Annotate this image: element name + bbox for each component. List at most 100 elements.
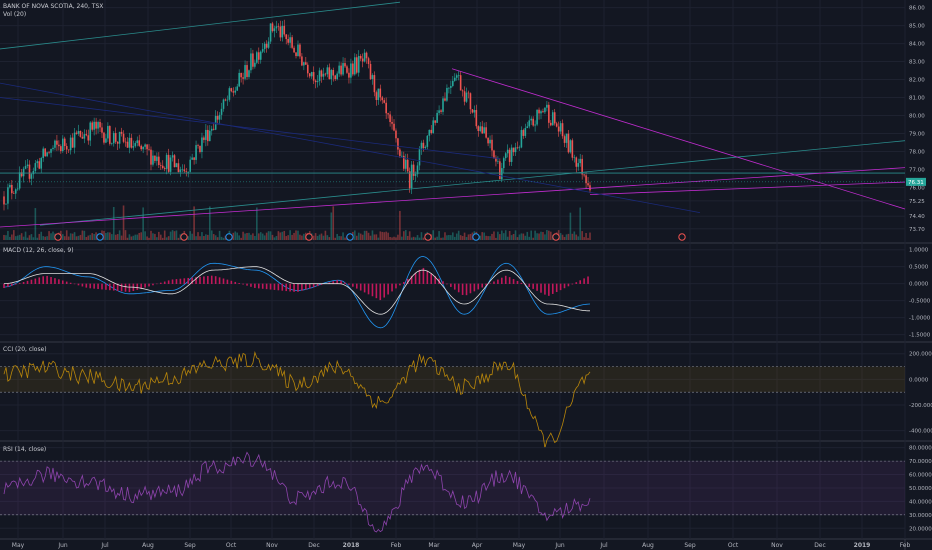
macd-histogram-bar bbox=[430, 273, 433, 284]
candle-body bbox=[79, 130, 82, 137]
volume-bar bbox=[469, 233, 472, 240]
candle-body bbox=[189, 159, 191, 172]
candle-body bbox=[259, 51, 262, 60]
candle-body bbox=[544, 107, 546, 113]
macd-histogram-bar bbox=[73, 283, 76, 285]
volume-bar bbox=[418, 237, 421, 240]
candle-body bbox=[232, 91, 235, 93]
macd-histogram-bar bbox=[179, 278, 182, 284]
candle-body bbox=[395, 130, 397, 139]
macd-histogram-bar bbox=[281, 283, 284, 291]
volume-bar bbox=[312, 235, 315, 240]
candle-body bbox=[532, 118, 534, 126]
volume-bar bbox=[410, 237, 413, 240]
candle-body bbox=[118, 131, 121, 144]
volume-bar bbox=[318, 234, 321, 240]
volume-bar bbox=[297, 230, 299, 240]
price-tick-label: 75.25 bbox=[909, 199, 925, 205]
price-tick-label: 76.00 bbox=[909, 185, 925, 191]
volume-bar bbox=[175, 230, 178, 240]
volume-bar bbox=[14, 236, 17, 240]
candle-body bbox=[24, 166, 27, 169]
volume-bar bbox=[389, 236, 391, 240]
candle-body bbox=[571, 140, 574, 158]
macd-histogram-bar bbox=[559, 283, 562, 291]
volume-bar bbox=[220, 236, 223, 240]
volume-bar bbox=[367, 232, 370, 240]
volume-bar bbox=[499, 234, 501, 240]
volume-bar bbox=[193, 206, 195, 240]
macd-histogram-bar bbox=[406, 278, 409, 284]
candle-body bbox=[324, 73, 327, 75]
candle-body bbox=[573, 157, 576, 159]
volume-bar bbox=[561, 234, 564, 240]
macd-histogram-bar bbox=[30, 279, 33, 284]
trendline bbox=[0, 1, 401, 50]
candle-body bbox=[48, 152, 50, 153]
volume-bar bbox=[18, 234, 21, 240]
macd-histogram-bar bbox=[293, 283, 295, 292]
candle-body bbox=[306, 64, 309, 74]
volume-bar bbox=[414, 237, 417, 240]
candle-body bbox=[551, 112, 554, 126]
macd-histogram-bar bbox=[175, 279, 178, 284]
volume-bar bbox=[406, 235, 409, 240]
candle-body bbox=[299, 44, 301, 57]
macd-histogram-bar bbox=[512, 279, 515, 284]
macd-tick-label: 0.0000 bbox=[909, 282, 929, 288]
volume-bar bbox=[93, 234, 95, 240]
macd-histogram-bar bbox=[340, 280, 342, 284]
candle-body bbox=[3, 196, 5, 205]
volume-bar bbox=[444, 232, 446, 240]
volume-bar bbox=[122, 205, 125, 240]
trendline bbox=[39, 140, 906, 226]
candle-body bbox=[154, 155, 156, 161]
volume-bar bbox=[301, 235, 303, 240]
volume-bar bbox=[361, 234, 364, 240]
candle-body bbox=[432, 120, 435, 133]
macd-histogram-bar bbox=[551, 283, 554, 294]
candle-body bbox=[534, 124, 536, 126]
candle-body bbox=[314, 80, 317, 83]
volume-bar bbox=[536, 233, 538, 240]
candle-body bbox=[91, 122, 93, 130]
candle-body bbox=[479, 126, 482, 131]
candle-body bbox=[487, 137, 489, 144]
volume-bar bbox=[455, 233, 458, 240]
candle-body bbox=[163, 168, 166, 169]
candle-body bbox=[173, 155, 176, 168]
volume-bar bbox=[287, 235, 289, 240]
candle-body bbox=[136, 140, 139, 144]
volume-bar bbox=[461, 236, 464, 240]
volume-bar bbox=[161, 237, 164, 240]
macd-histogram-bar bbox=[140, 283, 142, 289]
candle-body bbox=[538, 109, 540, 114]
candle-body bbox=[583, 174, 585, 176]
macd-histogram-bar bbox=[544, 283, 546, 295]
volume-bar bbox=[422, 237, 425, 240]
price-tick-label: 74.40 bbox=[909, 214, 925, 220]
macd-histogram-bar bbox=[504, 275, 507, 284]
candle-body bbox=[453, 77, 456, 81]
volume-bar bbox=[495, 237, 497, 240]
candle-body bbox=[416, 165, 419, 175]
candle-body bbox=[579, 158, 582, 164]
volume-bar bbox=[295, 230, 297, 240]
volume-bar bbox=[75, 236, 78, 240]
volume-bar bbox=[385, 231, 387, 240]
candle-body bbox=[69, 137, 72, 151]
macd-histogram-bar bbox=[289, 283, 291, 292]
macd-histogram-bar bbox=[195, 277, 197, 284]
macd-histogram-bar bbox=[450, 283, 452, 287]
volume-bar bbox=[218, 230, 221, 240]
candle-body bbox=[301, 56, 303, 66]
candle-body bbox=[158, 156, 160, 166]
volume-bar bbox=[44, 236, 46, 240]
volume-bar bbox=[52, 231, 54, 240]
macd-histogram-bar bbox=[575, 282, 578, 284]
volume-bar bbox=[550, 231, 552, 240]
candle-body bbox=[191, 157, 193, 160]
candle-body bbox=[30, 174, 33, 179]
candle-body bbox=[177, 163, 180, 173]
